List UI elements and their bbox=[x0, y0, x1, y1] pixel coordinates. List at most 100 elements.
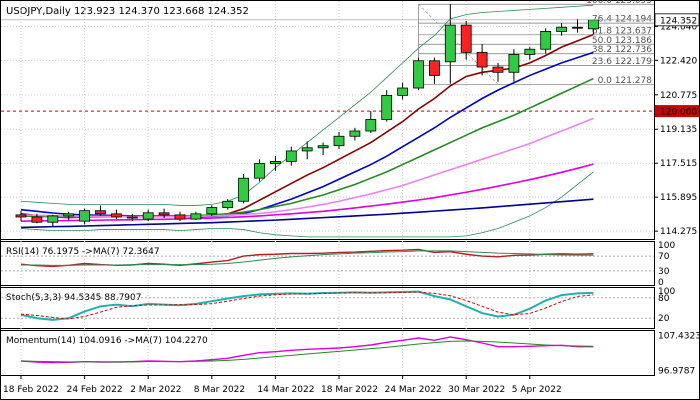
price-tick-label: 115.895 bbox=[660, 193, 697, 203]
candle-body bbox=[47, 215, 59, 223]
candle bbox=[285, 146, 297, 166]
date-tick-label: 2 Mar 2022 bbox=[130, 385, 181, 395]
fib-label: 23.6 122.179 bbox=[592, 57, 652, 67]
candle bbox=[190, 211, 202, 221]
momentum-tick-label: 96.9787 bbox=[658, 366, 695, 376]
rsi-tick-label: 100 bbox=[658, 241, 675, 251]
candle bbox=[540, 28, 552, 54]
stochastic-series-2 bbox=[20, 291, 594, 320]
candle-body bbox=[79, 210, 90, 222]
candle bbox=[460, 20, 472, 60]
rsi-tick-label: 30 bbox=[658, 267, 670, 277]
candle bbox=[397, 82, 409, 100]
stochastic-tick-label: 100 bbox=[658, 287, 675, 297]
current-price-label: 124.352 bbox=[660, 16, 697, 26]
candle-body bbox=[397, 87, 409, 96]
candle-body bbox=[31, 216, 43, 223]
candle bbox=[206, 205, 218, 216]
candle bbox=[444, 4, 456, 84]
candle-body bbox=[317, 145, 329, 149]
candles bbox=[15, 4, 599, 227]
candle-body bbox=[333, 135, 345, 147]
candle-body bbox=[174, 214, 186, 220]
moving-average-2 bbox=[20, 51, 594, 218]
date-tick-label: 18 Mar 2022 bbox=[321, 385, 378, 395]
candle bbox=[413, 57, 424, 91]
momentum-tick-label: 107.4323 bbox=[658, 332, 700, 342]
candle-body bbox=[588, 19, 599, 30]
moving-average-1 bbox=[20, 33, 594, 219]
candle bbox=[317, 142, 329, 156]
candle-body bbox=[413, 60, 424, 89]
candle-body bbox=[95, 210, 106, 215]
date-tick-label: 30 Mar 2022 bbox=[448, 385, 505, 395]
candle-body bbox=[476, 51, 488, 68]
candle-body bbox=[365, 119, 377, 132]
candle bbox=[79, 208, 90, 225]
candle-body bbox=[444, 24, 456, 63]
candle-body bbox=[222, 200, 234, 208]
level-120-tag bbox=[655, 105, 699, 118]
momentum-panel: 107.4323 96.9787 bbox=[20, 332, 700, 376]
fib-label: 61.8 123.637 bbox=[592, 26, 652, 36]
date-axis: 18 Feb 2022 24 Feb 2022 2 Mar 2022 8 Mar 20… bbox=[3, 375, 562, 395]
candle bbox=[222, 199, 234, 210]
candle-body bbox=[254, 163, 265, 179]
candle-body bbox=[572, 26, 583, 29]
candle-body bbox=[556, 26, 567, 32]
candle bbox=[47, 214, 59, 227]
candle bbox=[95, 205, 106, 216]
grid bbox=[1, 1, 654, 375]
price-tick-label: 120.775 bbox=[660, 91, 697, 101]
candle-body bbox=[142, 212, 154, 220]
candle bbox=[333, 132, 345, 149]
candle bbox=[349, 127, 361, 141]
bollinger-lower-band bbox=[20, 171, 594, 238]
momentum-panel-frame bbox=[0, 330, 655, 376]
fib-label: 50.0 123.186 bbox=[592, 36, 652, 46]
rsi-tick-label: 0 bbox=[658, 278, 664, 288]
candle bbox=[365, 111, 377, 134]
current-price-tag bbox=[654, 13, 700, 27]
candle bbox=[142, 209, 154, 222]
candle-body bbox=[349, 130, 361, 137]
candle-body bbox=[285, 150, 297, 162]
date-tick-label: 24 Feb 2022 bbox=[67, 385, 123, 395]
moving-average-6 bbox=[20, 198, 594, 229]
price-tick-label: 122.420 bbox=[660, 56, 697, 66]
candle-body bbox=[15, 214, 27, 218]
svg-text:USDJPY,Daily 123.923 124.370: USDJPY,Daily 123.923 124.370 123.668 124… bbox=[6, 6, 249, 17]
candle bbox=[269, 156, 281, 171]
moving-average-4 bbox=[20, 117, 594, 218]
candle bbox=[428, 57, 440, 84]
rsi-series-2 bbox=[21, 250, 594, 266]
candle bbox=[111, 209, 122, 220]
candle bbox=[301, 141, 313, 160]
rsi-panel-label: RSI(14) 76.1975 ->MA(7) 72.3647 bbox=[6, 247, 160, 257]
candle-body bbox=[540, 31, 552, 50]
candle-body bbox=[206, 207, 218, 215]
chart-title: USDJPY,Daily 123.923 124.370 123.668 124… bbox=[6, 6, 249, 17]
candle-body bbox=[381, 94, 393, 120]
candle-body bbox=[238, 177, 250, 202]
candle-body bbox=[158, 212, 170, 216]
candle bbox=[158, 208, 170, 219]
candle bbox=[476, 43, 488, 76]
date-tick-label: 18 Feb 2022 bbox=[3, 385, 59, 395]
candle-body bbox=[190, 213, 202, 220]
candle bbox=[381, 90, 393, 122]
stochastic-tick-label: 80 bbox=[658, 294, 670, 304]
price-panel-frame bbox=[0, 0, 655, 240]
candle-body bbox=[269, 161, 281, 164]
stoch-panel-frame bbox=[0, 287, 655, 329]
candle-body bbox=[63, 213, 75, 217]
candle bbox=[174, 211, 186, 222]
fib-label: 100.0 125.095 bbox=[586, 0, 652, 6]
candle-body bbox=[301, 147, 313, 152]
stochastic-tick-label: 20 bbox=[658, 314, 670, 324]
candle bbox=[508, 49, 520, 82]
